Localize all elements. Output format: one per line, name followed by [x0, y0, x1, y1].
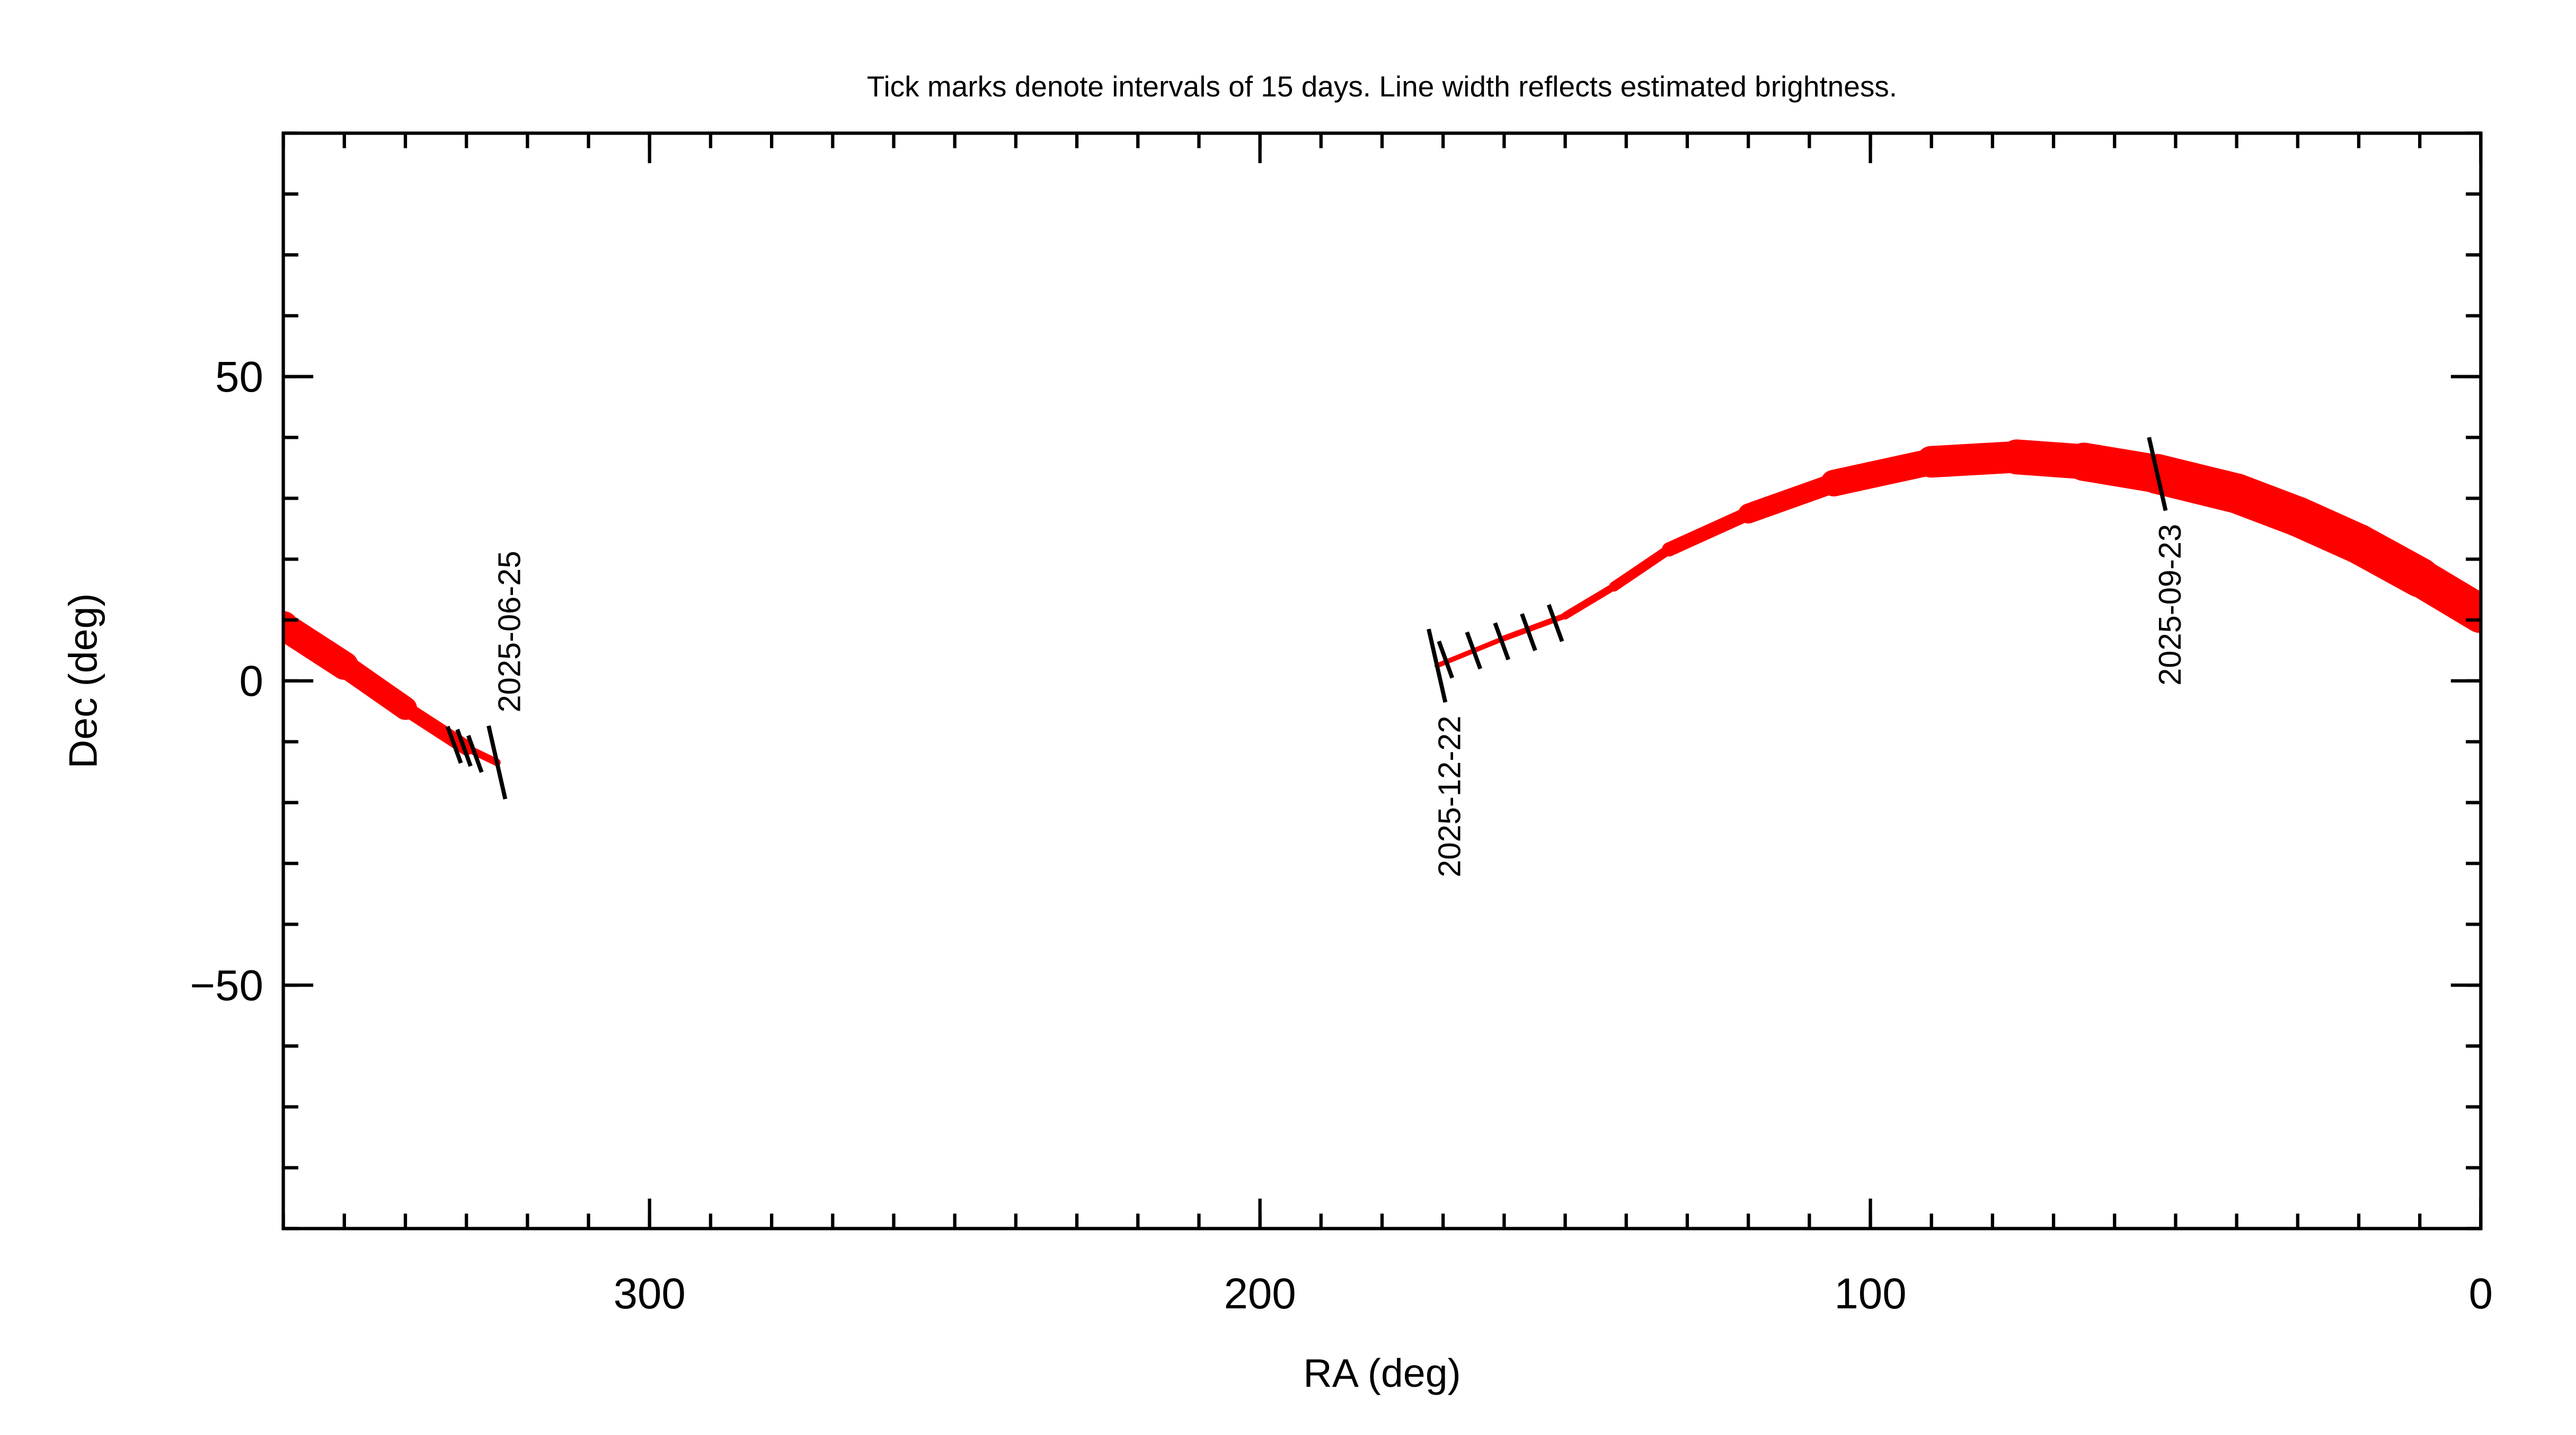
track-segment	[397, 701, 474, 756]
date-marker	[2147, 437, 2168, 511]
day-tick	[466, 734, 484, 773]
y-axis-label: Dec (deg)	[61, 593, 105, 768]
day-tick	[445, 725, 463, 764]
y-tick-label: 0	[239, 657, 263, 705]
day-tick	[1520, 613, 1537, 651]
date-label: 2025-12-22	[1432, 715, 1467, 877]
day-tick	[1465, 631, 1483, 670]
x-tick-label: 0	[2469, 1270, 2493, 1318]
y-tick-label: −50	[190, 961, 263, 1009]
date-marker	[486, 725, 508, 800]
y-tick-label: 50	[215, 353, 263, 401]
x-axis-label: RA (deg)	[1303, 1351, 1460, 1395]
date-label: 2025-09-23	[2152, 524, 2188, 686]
chart-title: Tick marks denote intervals of 15 days. …	[867, 70, 1897, 103]
day-tick	[1546, 604, 1564, 642]
x-tick-label: 100	[1834, 1270, 1906, 1318]
x-tick-label: 300	[614, 1270, 686, 1318]
day-tick	[1437, 640, 1455, 679]
x-tick-label: 200	[1224, 1270, 1296, 1318]
plot-area	[283, 439, 2481, 773]
track-segment	[1662, 506, 1756, 557]
date-marker	[1427, 628, 1448, 703]
plot-frame	[281, 131, 2483, 1230]
day-tick	[1493, 622, 1511, 661]
track-segment	[1561, 582, 1618, 620]
date-label: 2025-06-25	[492, 551, 527, 712]
day-tick	[455, 729, 473, 767]
track-segment	[1820, 448, 1945, 497]
track-segment	[1609, 544, 1674, 592]
track-segment	[1738, 473, 1844, 524]
